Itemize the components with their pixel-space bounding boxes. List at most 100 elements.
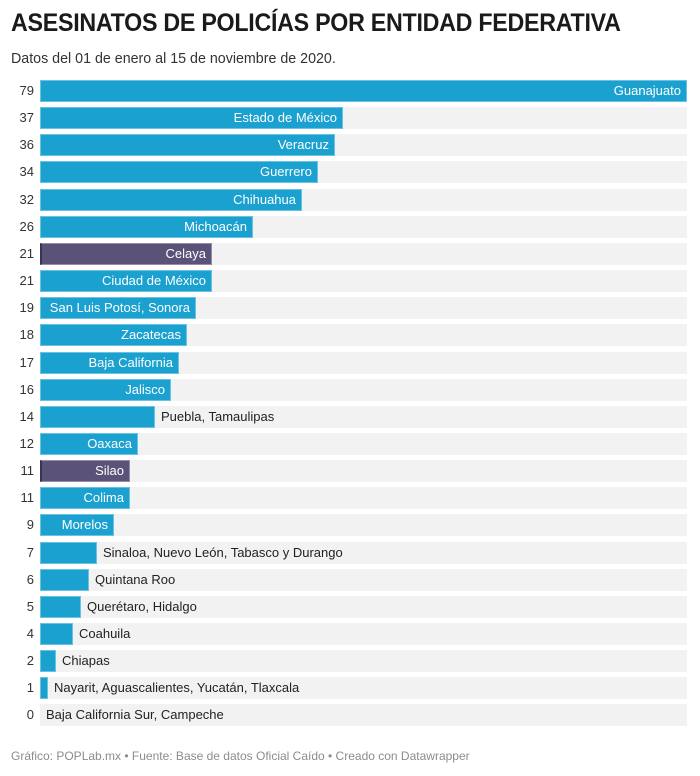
bar-row: 26 Michoacán	[0, 215, 700, 238]
bar-row: 32 Chihuahua	[0, 188, 700, 211]
bar	[40, 215, 253, 238]
bar-value-label: 11	[20, 463, 35, 479]
bar	[40, 297, 196, 320]
bar	[40, 514, 114, 537]
bar-highlight	[40, 242, 212, 265]
chart-footer: Gráfico: POPLab.mx • Fuente: Base de dat…	[11, 749, 470, 763]
bar-track	[40, 514, 687, 537]
bar-category-label: Colima	[83, 490, 124, 506]
bar	[40, 80, 687, 102]
chart-subtitle: Datos del 01 de enero al 15 de noviembre…	[11, 50, 336, 67]
bar-category-label: Coahuila	[79, 626, 131, 641]
bar-category-label: Silao	[95, 463, 124, 479]
bar	[40, 432, 138, 455]
bar-row: 21 Ciudad de México	[0, 270, 700, 293]
bar-row: 37 Estado de México	[0, 107, 700, 130]
bar-row: 5 Querétaro, Hidalgo	[0, 595, 700, 618]
bar-track	[40, 378, 687, 401]
bar-track	[40, 405, 687, 428]
bar-row: 4 Coahuila	[0, 623, 700, 645]
bar-category-label: Celaya	[165, 245, 206, 261]
bar-category-label: Baja California Sur, Campeche	[46, 707, 224, 723]
bar	[40, 487, 130, 510]
bar-row: 12 Oaxaca	[0, 432, 700, 455]
bar	[40, 107, 343, 130]
bar-track	[40, 297, 687, 320]
bar-value-label: 34	[19, 164, 34, 180]
bar-category-label: Quintana Roo	[95, 571, 176, 587]
bar-row: 9 Morelos	[0, 514, 700, 537]
bar-category-label: San Luis Potosí, Sonora	[49, 300, 190, 316]
bar-category-label: Chihuahua	[233, 191, 296, 207]
bar-value-label: 17	[19, 354, 34, 370]
bar-track	[40, 351, 687, 374]
bar-category-label: Ciudad de México	[101, 273, 206, 289]
bar-category-label: Veracruz	[277, 137, 329, 153]
bar-track	[40, 541, 687, 564]
bar-value-label: 6	[26, 571, 34, 587]
bar-track	[40, 568, 687, 591]
bar	[40, 324, 187, 347]
bar	[40, 541, 97, 564]
bar-track	[40, 432, 687, 455]
bar-value-label: 9	[26, 517, 34, 533]
bar	[40, 568, 89, 591]
bar-row: 14 Puebla, Tamaulipas	[0, 405, 700, 428]
bar-track	[40, 677, 687, 700]
bar-value-label: 0	[26, 707, 34, 723]
bar-category-label: Michoacán	[184, 218, 247, 234]
bar-row: 17 Baja California	[0, 351, 700, 374]
bar-chart: 79 Guanajuato 37 Estado de México 36 Veracruz…	[0, 80, 700, 730]
bar-value-label: 21	[19, 273, 34, 289]
bar-track	[40, 324, 687, 347]
bar-value-label: 4	[26, 626, 34, 641]
bar-value-label: 11	[20, 490, 35, 506]
bar-category-label: Guerrero	[259, 164, 312, 180]
bar	[40, 677, 48, 700]
bar-category-label: Zacatecas	[121, 327, 181, 343]
bar	[40, 188, 302, 211]
chart-title: ASESINATOS DE POLICÍAS POR ENTIDAD FEDER…	[11, 9, 621, 37]
bar-row: 6 Quintana Roo	[0, 568, 700, 591]
bar-category-label: Querétaro, Hidalgo	[87, 598, 197, 614]
bar-row: 21 Celaya	[0, 242, 700, 265]
bar-category-label: Baja California	[88, 354, 173, 370]
bar-category-label: Estado de México	[233, 110, 337, 126]
bar-value-label: 14	[19, 408, 34, 424]
bar-value-label: 32	[19, 191, 34, 207]
bar	[40, 270, 212, 293]
bar	[40, 595, 81, 618]
bar-value-label: 1	[26, 680, 34, 696]
bar	[40, 161, 318, 184]
bar	[40, 623, 73, 645]
bar-track	[40, 595, 687, 618]
bar	[40, 351, 179, 374]
bar-value-label: 36	[19, 137, 34, 153]
bar	[40, 405, 155, 428]
bar-value-label: 79	[19, 83, 34, 98]
bar-value-label: 26	[19, 218, 34, 234]
bar-value-label: 18	[19, 327, 34, 343]
bar-track	[40, 650, 687, 673]
bar	[40, 134, 335, 157]
bar-row: 11 Colima	[0, 487, 700, 510]
bar-value-label: 12	[19, 435, 34, 451]
bar	[40, 378, 171, 401]
bar-value-label: 5	[26, 598, 34, 614]
bar-value-label: 19	[19, 300, 34, 316]
bar-highlight	[40, 460, 130, 483]
bar-category-label: Jalisco	[125, 381, 165, 397]
bar-track	[40, 623, 687, 645]
bar-value-label: 2	[26, 653, 34, 669]
bar-row: 0 Baja California Sur, Campeche	[0, 704, 700, 727]
bar-row: 34 Guerrero	[0, 161, 700, 184]
bar-category-label: Oaxaca	[87, 435, 132, 451]
bar	[40, 650, 56, 673]
bar-track	[40, 704, 687, 727]
bar-category-label: Puebla, Tamaulipas	[161, 408, 275, 424]
bar-category-label: Chiapas	[62, 653, 110, 669]
bar-value-label: 37	[19, 110, 34, 126]
bar-value-label: 21	[19, 245, 34, 261]
bar-row: 2 Chiapas	[0, 650, 700, 673]
bar-row: 11 Silao	[0, 460, 700, 483]
